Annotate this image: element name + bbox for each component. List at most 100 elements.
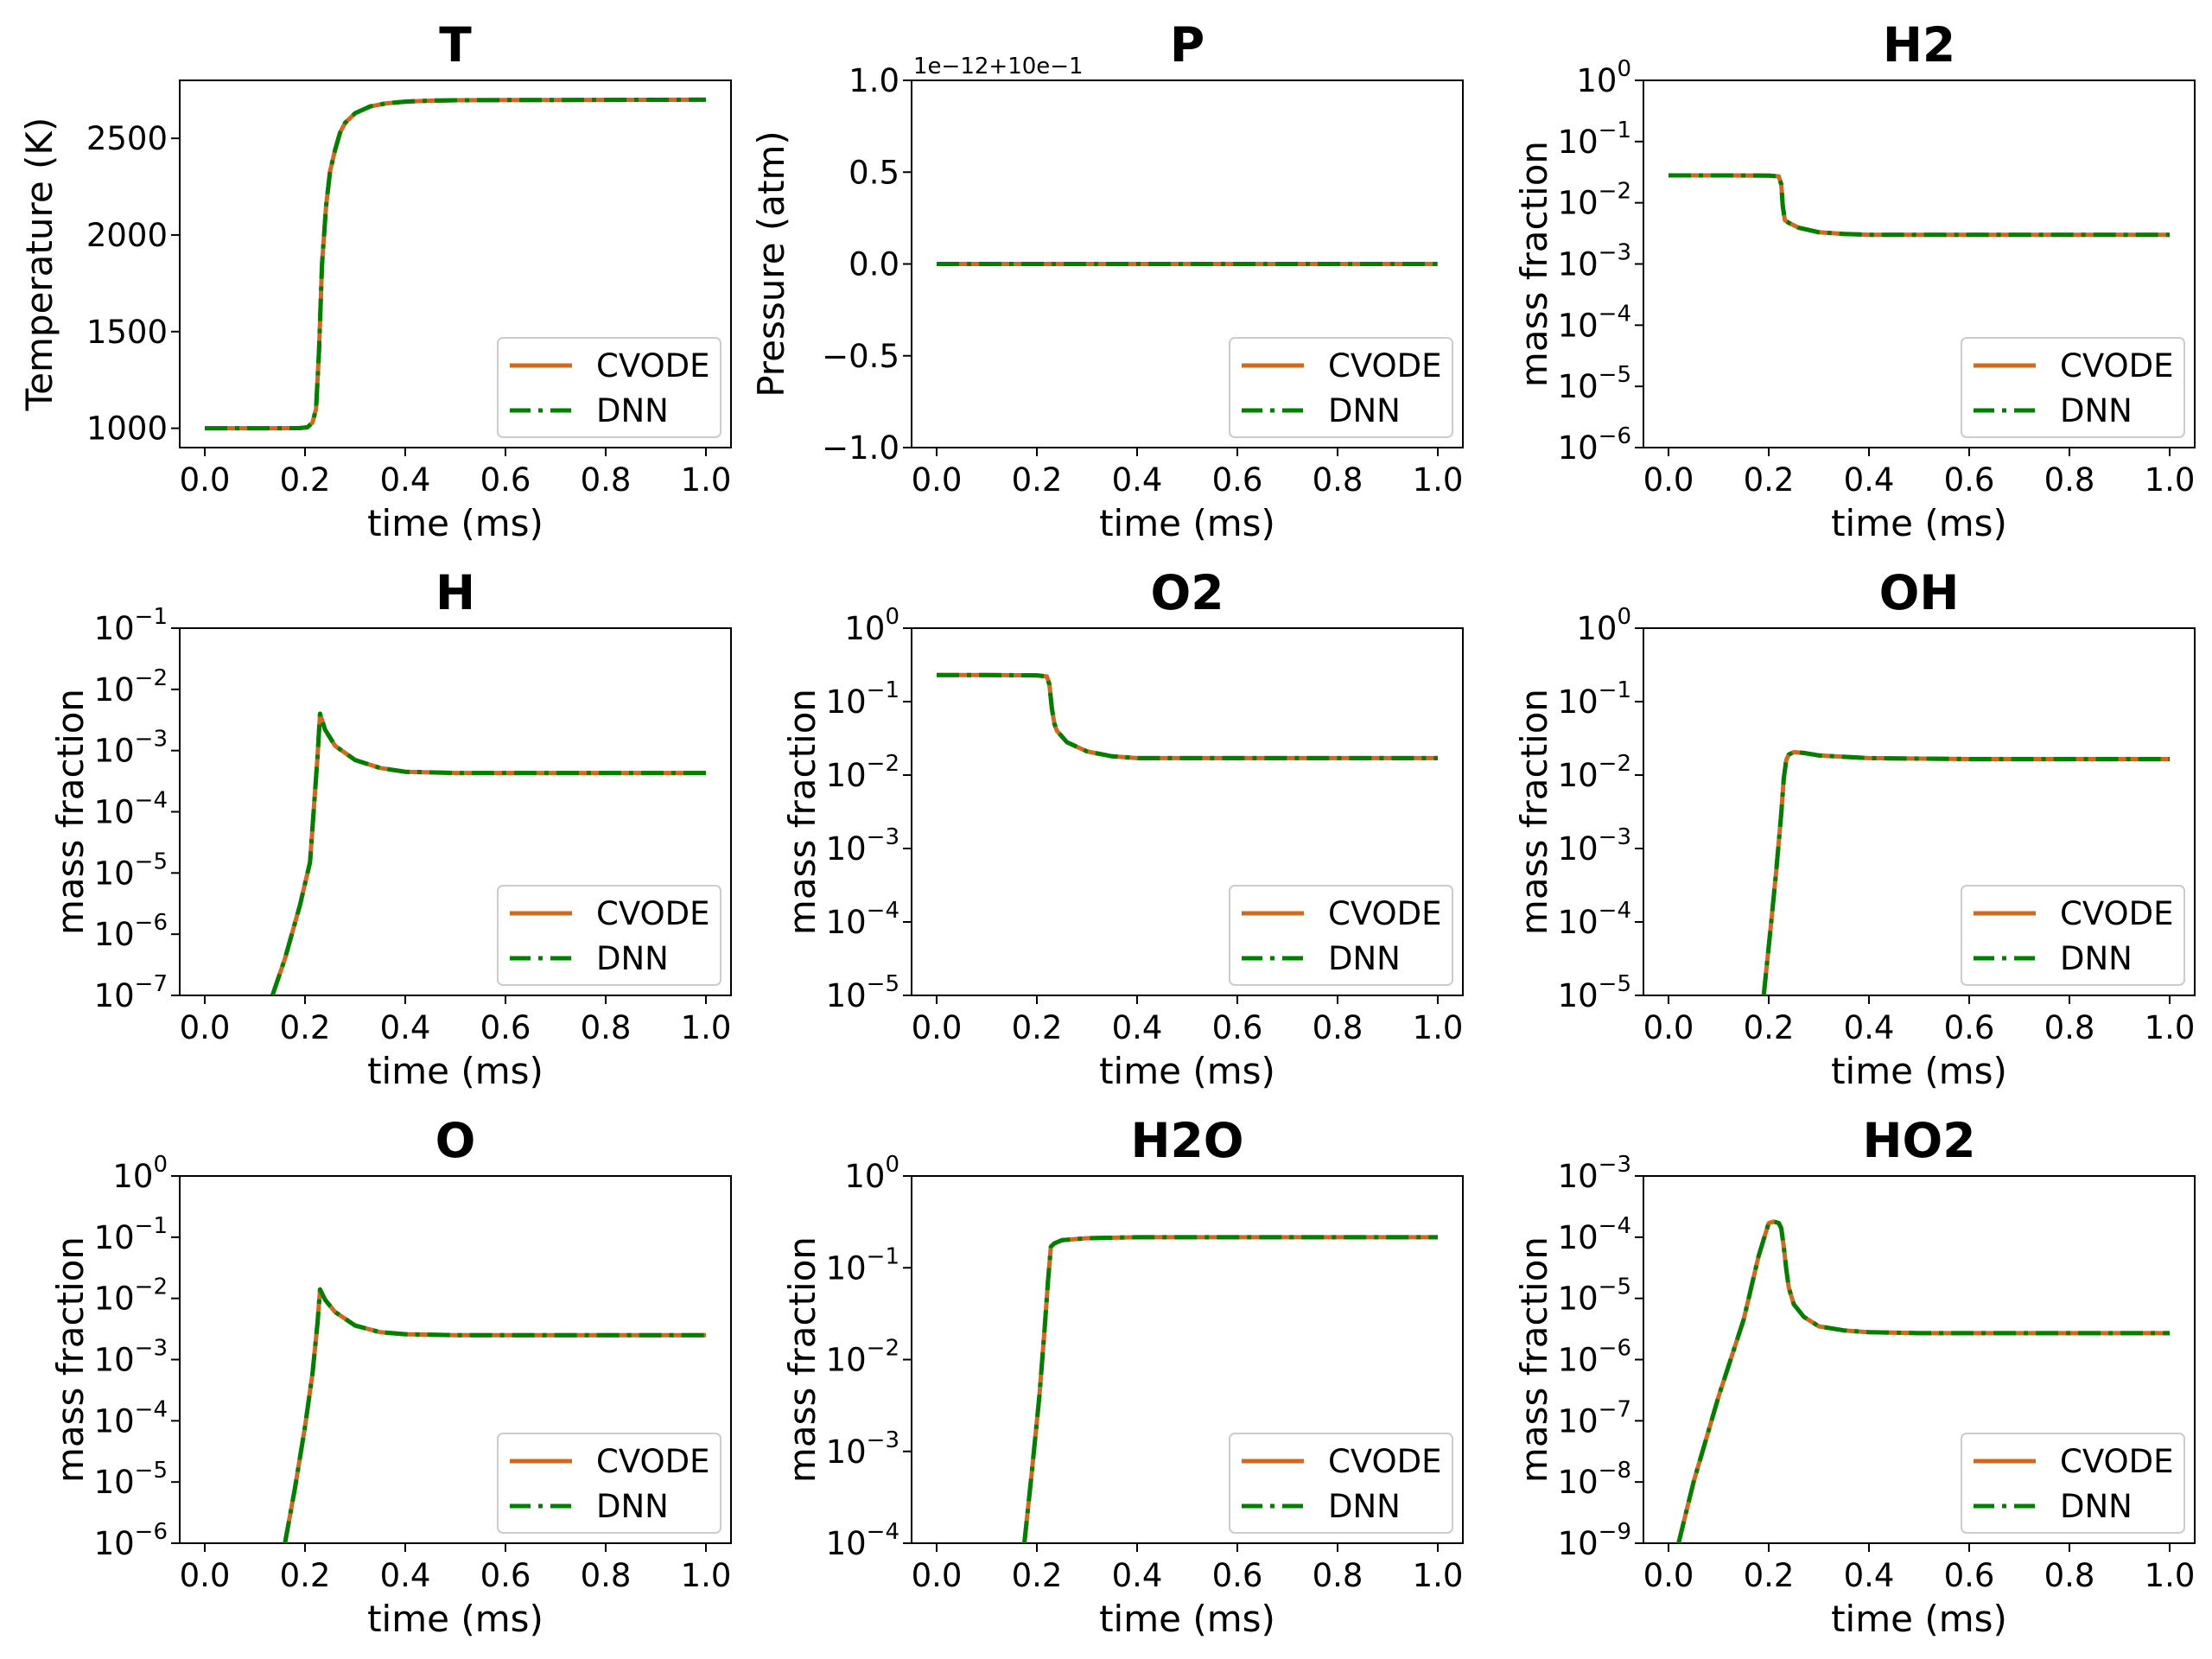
legend-label-dnn: DNN bbox=[1328, 1488, 1401, 1525]
x-tick-label: 0.8 bbox=[1313, 461, 1363, 499]
y-tick-label: −0.5 bbox=[822, 338, 899, 375]
series-line-dnn bbox=[1022, 1235, 1438, 1543]
y-tick-label: 10−4 bbox=[94, 788, 168, 831]
subplot-title: OH bbox=[1879, 565, 1960, 620]
y-tick-label: 10−8 bbox=[1558, 1458, 1631, 1501]
subplot-title: H2O bbox=[1130, 1113, 1243, 1168]
subplot-o: O 0.0 0.2 0.4 0.6 0.8 1.0 time (ms) 10−6 10−5 10−4… bbox=[49, 1113, 732, 1640]
x-tick-label: 0.6 bbox=[1212, 461, 1263, 499]
y-tick-label: 100 bbox=[112, 1152, 168, 1195]
y-tick-label: 10−1 bbox=[94, 1213, 168, 1256]
y-axis-label: mass fraction bbox=[1513, 141, 1555, 387]
series-line-dnn bbox=[270, 711, 706, 995]
x-tick-label: 0.2 bbox=[280, 1009, 331, 1046]
subplot-h2: H2 0.0 0.2 0.4 0.6 0.8 1.0 time (ms) 10−6 10−5 10−… bbox=[1513, 17, 2196, 544]
x-tick-label: 0.8 bbox=[581, 1009, 632, 1046]
x-axis-label: time (ms) bbox=[367, 1598, 543, 1640]
y-tick-label: 10−2 bbox=[1558, 179, 1631, 222]
series-line-dnn bbox=[1676, 1219, 2170, 1543]
y-tick-label: 2500 bbox=[86, 120, 168, 157]
y-tick-label: 10−3 bbox=[1558, 1152, 1631, 1195]
y-axis-label: mass fraction bbox=[49, 689, 92, 935]
x-tick-label: 0.0 bbox=[1643, 1009, 1694, 1046]
x-tick-label: 0.2 bbox=[1012, 1009, 1063, 1046]
x-axis-label: time (ms) bbox=[1099, 502, 1275, 544]
y-tick-label: 10−3 bbox=[1558, 824, 1631, 868]
y-tick-label: 100 bbox=[1576, 56, 1631, 99]
x-tick-label: 1.0 bbox=[1413, 1557, 1464, 1594]
y-tick-label: 10−1 bbox=[94, 604, 168, 647]
x-tick-label: 1.0 bbox=[681, 1009, 732, 1046]
subplot-title: HO2 bbox=[1862, 1113, 1975, 1168]
y-axis-label: mass fraction bbox=[1513, 689, 1555, 935]
x-tick-label: 0.4 bbox=[380, 1557, 431, 1594]
y-tick-label: 10−9 bbox=[1558, 1519, 1631, 1562]
y-tick-label: 100 bbox=[1576, 604, 1631, 647]
x-tick-label: 1.0 bbox=[681, 461, 732, 499]
y-tick-label: 2000 bbox=[86, 217, 168, 254]
legend-label-cvode: CVODE bbox=[2060, 1443, 2174, 1480]
y-tick-label: 10−1 bbox=[1558, 677, 1631, 721]
y-tick-label: 10−4 bbox=[826, 898, 899, 941]
x-tick-label: 0.2 bbox=[1012, 461, 1063, 499]
x-tick-label: 0.0 bbox=[1643, 1557, 1694, 1594]
y-tick-label: 10−2 bbox=[1558, 751, 1631, 794]
subplot-h: H 0.0 0.2 0.4 0.6 0.8 1.0 time (ms) 10−7 10−6 10−5… bbox=[49, 565, 732, 1092]
legend-label-cvode: CVODE bbox=[596, 895, 710, 932]
subplot-ho2: HO2 0.0 0.2 0.4 0.6 0.8 1.0 time (ms) 10−9 10−8 10… bbox=[1513, 1113, 2196, 1640]
y-tick-label: 10−3 bbox=[1558, 240, 1631, 283]
x-tick-label: 0.2 bbox=[1744, 1557, 1795, 1594]
y-tick-label: 100 bbox=[844, 1152, 899, 1195]
x-tick-label: 1.0 bbox=[1413, 461, 1464, 499]
y-tick-label: 10−6 bbox=[94, 1519, 168, 1562]
series-line-dnn bbox=[1669, 173, 2170, 238]
x-tick-label: 0.8 bbox=[2044, 1557, 2095, 1594]
subplot-p: P 0.0 0.2 0.4 0.6 0.8 1.0 time (ms) −1.0 −0.5 0.0 0… bbox=[750, 17, 1464, 544]
y-tick-label: 1000 bbox=[86, 410, 168, 448]
x-tick-label: 1.0 bbox=[1413, 1009, 1464, 1046]
series-line-dnn bbox=[205, 97, 707, 431]
x-tick-label: 0.6 bbox=[1212, 1009, 1263, 1046]
legend-label-cvode: CVODE bbox=[1328, 895, 1442, 932]
y-tick-label: 10−5 bbox=[94, 1458, 168, 1501]
y-tick-label: 10−2 bbox=[826, 1336, 899, 1379]
x-tick-label: 0.8 bbox=[1313, 1009, 1363, 1046]
y-tick-label: 10−7 bbox=[1558, 1396, 1631, 1440]
subplot-title: T bbox=[439, 17, 472, 73]
y-tick-label: 10−3 bbox=[826, 824, 899, 868]
x-axis-label: time (ms) bbox=[1831, 502, 2007, 544]
axes-frame bbox=[179, 79, 732, 448]
subplot-title: O2 bbox=[1150, 565, 1224, 620]
y-tick-label: 10−5 bbox=[1558, 971, 1631, 1014]
legend: CVODE DNN bbox=[497, 337, 721, 438]
offset-text: 1e−12+10e−1 bbox=[913, 54, 1084, 79]
series-line-dnn bbox=[283, 1287, 706, 1543]
legend-label-dnn: DNN bbox=[596, 392, 669, 429]
subplot-title: O bbox=[435, 1113, 476, 1168]
x-tick-label: 1.0 bbox=[681, 1557, 732, 1594]
x-tick-label: 0.4 bbox=[1112, 461, 1163, 499]
x-tick-label: 0.2 bbox=[280, 461, 331, 499]
legend: CVODE DNN bbox=[1961, 885, 2185, 986]
y-tick-label: 10−1 bbox=[826, 677, 899, 721]
y-tick-label: 10−3 bbox=[94, 1336, 168, 1379]
legend-label-dnn: DNN bbox=[1328, 940, 1401, 977]
y-axis-label: Temperature (K) bbox=[18, 118, 60, 412]
axes-frame bbox=[1643, 627, 2196, 996]
y-tick-label: 10−6 bbox=[1558, 423, 1631, 467]
subplot-o2: O2 0.0 0.2 0.4 0.6 0.8 1.0 time (ms) 10−5 10−4 10−… bbox=[781, 565, 1464, 1092]
y-axis-label: mass fraction bbox=[1513, 1236, 1555, 1483]
y-axis-label: Pressure (atm) bbox=[750, 130, 792, 397]
legend: CVODE DNN bbox=[1961, 337, 2185, 438]
x-tick-label: 0.4 bbox=[380, 1009, 431, 1046]
legend: CVODE DNN bbox=[1229, 337, 1453, 438]
subplot-title: H bbox=[435, 565, 475, 620]
y-tick-label: 10−5 bbox=[826, 971, 899, 1014]
axes-frame bbox=[911, 627, 1464, 996]
x-axis-label: time (ms) bbox=[1099, 1050, 1275, 1092]
x-tick-label: 0.4 bbox=[380, 461, 431, 499]
y-tick-label: 10−1 bbox=[1558, 118, 1631, 161]
subplot-t: T 0.0 0.2 0.4 0.6 0.8 1.0 time (ms) 1000 1500 2000… bbox=[18, 17, 732, 544]
y-tick-label: 10−5 bbox=[1558, 1274, 1631, 1318]
